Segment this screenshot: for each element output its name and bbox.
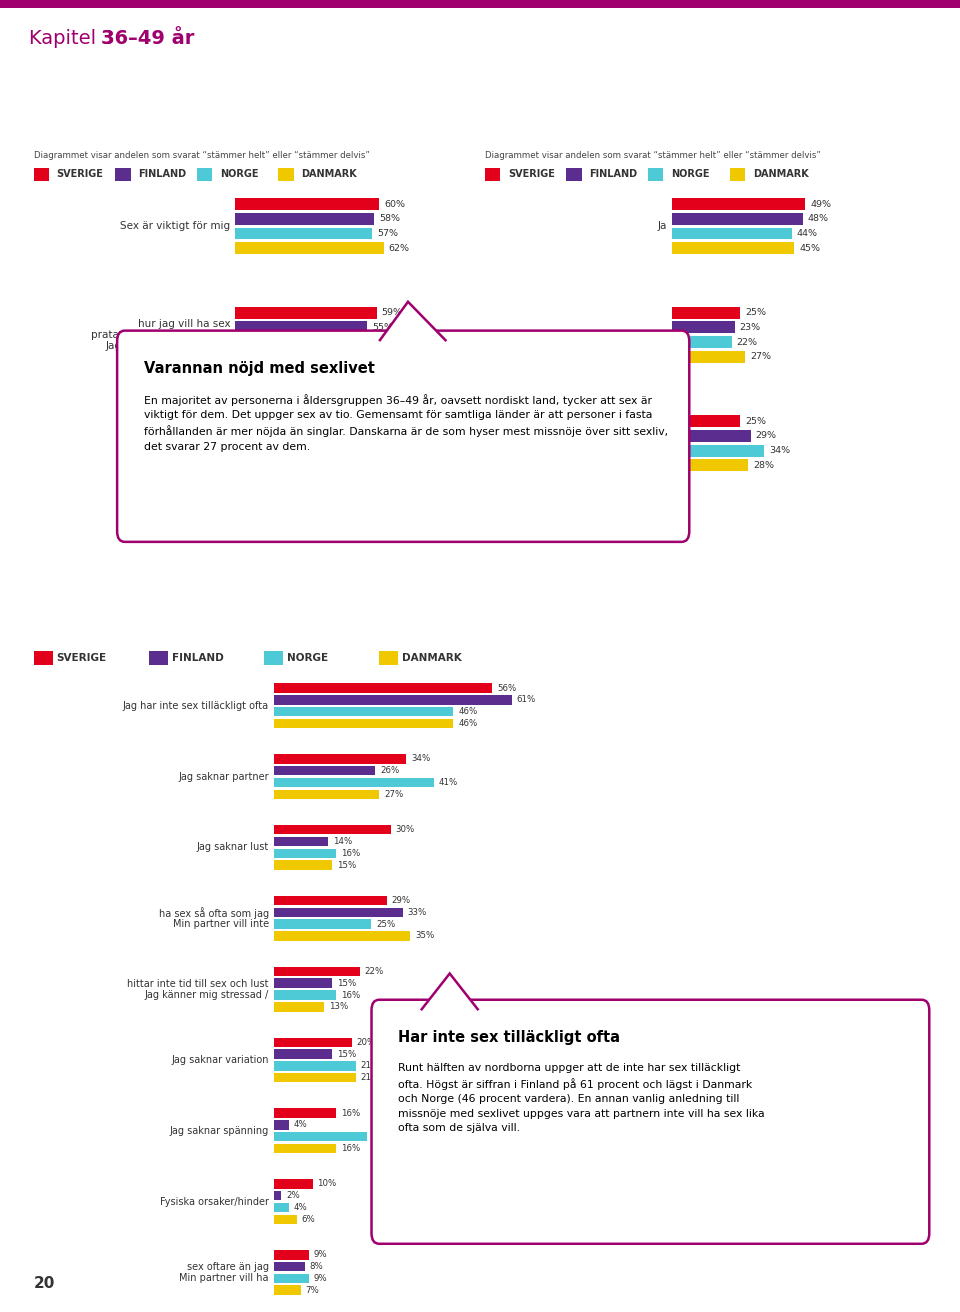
Text: 25%: 25%	[745, 417, 766, 426]
Text: NORGE: NORGE	[220, 169, 258, 180]
Text: 9%: 9%	[314, 1250, 327, 1260]
Text: 15%: 15%	[337, 1050, 356, 1059]
Text: Jag är nöjd med mitt sexliv.: Jag är nöjd med mitt sexliv.	[489, 109, 682, 122]
Text: 9%: 9%	[314, 1274, 327, 1283]
Text: 46%: 46%	[458, 719, 477, 728]
Text: Kapitel 3: Kapitel 3	[29, 29, 121, 47]
Text: Varför är du inte nöjd med ditt sexliv?: Varför är du inte nöjd med ditt sexliv?	[39, 606, 325, 619]
Text: 49%: 49%	[357, 337, 378, 346]
Text: 10%: 10%	[318, 1179, 337, 1189]
Text: Fysiska orsaker/hinder: Fysiska orsaker/hinder	[159, 1197, 269, 1207]
Text: 33%: 33%	[407, 908, 426, 917]
Text: 24%: 24%	[372, 1132, 392, 1141]
Text: Jag har inte sex tilläckligt ofta: Jag har inte sex tilläckligt ofta	[123, 701, 269, 711]
Text: sex oftare än jag: sex oftare än jag	[187, 1262, 269, 1271]
Text: 21%: 21%	[360, 1073, 380, 1082]
Text: 15%: 15%	[337, 979, 356, 988]
Text: Ja: Ja	[658, 220, 667, 231]
Text: prata med min partner om: prata med min partner om	[91, 329, 230, 340]
Text: 45%: 45%	[799, 244, 820, 253]
Text: 22%: 22%	[736, 337, 757, 346]
Text: 35%: 35%	[415, 932, 435, 941]
Text: NORGE: NORGE	[287, 653, 328, 663]
Text: 62%: 62%	[389, 244, 410, 253]
Text: Jag saknar partner: Jag saknar partner	[179, 771, 269, 782]
Text: Jag saknar spänning: Jag saknar spänning	[170, 1126, 269, 1136]
Text: 7%: 7%	[305, 1286, 320, 1295]
Text: 58%: 58%	[379, 214, 400, 223]
Text: SVERIGE: SVERIGE	[57, 653, 107, 663]
Text: 16%: 16%	[341, 1144, 360, 1153]
Text: 29%: 29%	[392, 896, 411, 905]
Text: 27%: 27%	[384, 790, 403, 799]
Text: 16%: 16%	[341, 1109, 360, 1118]
Text: Sex är viktigt för mig: Sex är viktigt för mig	[120, 220, 230, 231]
Text: Har inte sex tilläckligt ofta: Har inte sex tilläckligt ofta	[398, 1030, 620, 1044]
Text: 27%: 27%	[751, 352, 771, 361]
Text: En majoritet av personerna i åldersgruppen 36–49 år, oavsett nordiskt land, tyck: En majoritet av personerna i åldersgrupp…	[144, 394, 668, 451]
Text: 46%: 46%	[458, 707, 477, 716]
Text: 20: 20	[34, 1275, 55, 1291]
Text: 55%: 55%	[372, 323, 393, 332]
Text: 16%: 16%	[341, 849, 360, 858]
Text: Jag saknar variation: Jag saknar variation	[171, 1055, 269, 1065]
Text: NORGE: NORGE	[671, 169, 709, 180]
Text: 47%: 47%	[353, 352, 373, 361]
Text: 25%: 25%	[376, 920, 396, 929]
Text: 61%: 61%	[516, 695, 536, 705]
Text: 20%: 20%	[356, 1038, 375, 1047]
Text: 36–49 år: 36–49 år	[101, 29, 194, 47]
Text: Jag tycker det är lätt att: Jag tycker det är lätt att	[106, 341, 230, 350]
Text: Min partner vill inte: Min partner vill inte	[173, 918, 269, 929]
Text: 56%: 56%	[497, 684, 516, 693]
Text: 29%: 29%	[756, 432, 777, 441]
Text: FINLAND: FINLAND	[589, 169, 637, 180]
Text: Diagrammet visar andelen som svarat “stämmer helt” eller “stämmer delvis”: Diagrammet visar andelen som svarat “stä…	[485, 151, 821, 160]
Text: 25%: 25%	[745, 308, 766, 318]
Text: 48%: 48%	[807, 214, 828, 223]
Text: 14%: 14%	[333, 837, 352, 846]
Text: 15%: 15%	[337, 861, 356, 870]
Text: 2%: 2%	[286, 1191, 300, 1200]
Text: Jag saknar lust: Jag saknar lust	[197, 842, 269, 853]
Text: 13%: 13%	[329, 1002, 348, 1012]
Text: DANMARK: DANMARK	[301, 169, 357, 180]
Text: DANMARK: DANMARK	[402, 653, 462, 663]
Text: DANMARK: DANMARK	[753, 169, 808, 180]
Text: Runt hälften av nordborna uppger att de inte har sex tilläckligt
ofta. Högst är : Runt hälften av nordborna uppger att de …	[398, 1063, 765, 1134]
Text: Varannan nöjd med sexlivet: Varannan nöjd med sexlivet	[144, 361, 374, 375]
Text: 57%: 57%	[376, 228, 397, 237]
Text: hur jag vill ha sex: hur jag vill ha sex	[138, 319, 230, 328]
Text: Nej: Nej	[650, 329, 667, 340]
Text: Hur väl instämmer du i följande påstäenden?: Hur väl instämmer du i följande påstäend…	[37, 108, 354, 123]
Text: Diagrammet visar andelen som svarat “stämmer helt” eller “stämmer delvis”: Diagrammet visar andelen som svarat “stä…	[34, 151, 370, 160]
Text: 21%: 21%	[360, 1061, 380, 1071]
Text: 30%: 30%	[396, 825, 415, 834]
Text: 4%: 4%	[294, 1120, 308, 1130]
Text: 49%: 49%	[810, 199, 831, 209]
Text: 8%: 8%	[310, 1262, 324, 1271]
Text: ha sex så ofta som jag: ha sex så ofta som jag	[158, 907, 269, 918]
Text: 16%: 16%	[341, 991, 360, 1000]
Text: 41%: 41%	[439, 778, 458, 787]
Text: Jag känner mig stressad /: Jag känner mig stressad /	[145, 989, 269, 1000]
Text: 6%: 6%	[301, 1215, 316, 1224]
Text: SVERIGE: SVERIGE	[57, 169, 104, 180]
Text: 4%: 4%	[294, 1203, 308, 1212]
Text: SVERIGE: SVERIGE	[508, 169, 555, 180]
Text: 59%: 59%	[381, 308, 402, 318]
Text: FINLAND: FINLAND	[172, 653, 224, 663]
Text: Min partner vill ha: Min partner vill ha	[180, 1273, 269, 1283]
Text: 22%: 22%	[365, 967, 384, 976]
Text: 60%: 60%	[384, 199, 405, 209]
Text: 34%: 34%	[411, 754, 430, 764]
Text: 44%: 44%	[797, 228, 818, 237]
Text: hittar inte tid till sex och lust: hittar inte tid till sex och lust	[128, 979, 269, 988]
Text: 26%: 26%	[380, 766, 399, 775]
Text: FINLAND: FINLAND	[138, 169, 186, 180]
Text: 34%: 34%	[769, 446, 790, 455]
Text: 28%: 28%	[753, 461, 774, 470]
Text: 23%: 23%	[739, 323, 760, 332]
Text: Varken eller: Varken eller	[605, 438, 667, 449]
